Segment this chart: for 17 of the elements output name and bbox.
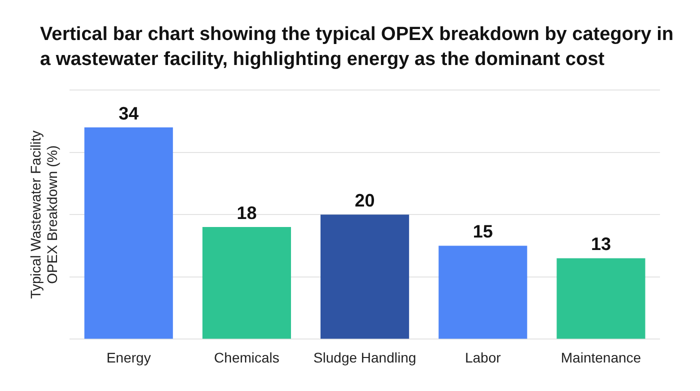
bar: [202, 227, 291, 339]
bar: [556, 258, 646, 339]
bar: [84, 127, 173, 339]
bar: [320, 214, 410, 339]
data-label: 18: [236, 203, 257, 224]
x-tick-label: Labor: [464, 349, 502, 366]
data-label: 34: [118, 103, 139, 124]
chart-title: Vertical bar chart showing the typical OPEX breakdown by category in a wastewater facility, highlighting energy as the dominant cost: [40, 23, 675, 72]
x-tick-label: Chemicals: [214, 349, 280, 366]
data-label: 13: [590, 234, 611, 254]
x-tick-label: Energy: [106, 349, 151, 366]
data-label: 15: [472, 222, 493, 242]
x-tick-label: Maintenance: [560, 349, 642, 366]
x-tick-label: Sludge Handling: [313, 349, 416, 366]
bar: [438, 246, 528, 339]
y-axis-title: Typical Wastewater Facility OPEX Breakdown (%): [27, 130, 60, 299]
data-label: 20: [354, 190, 375, 211]
